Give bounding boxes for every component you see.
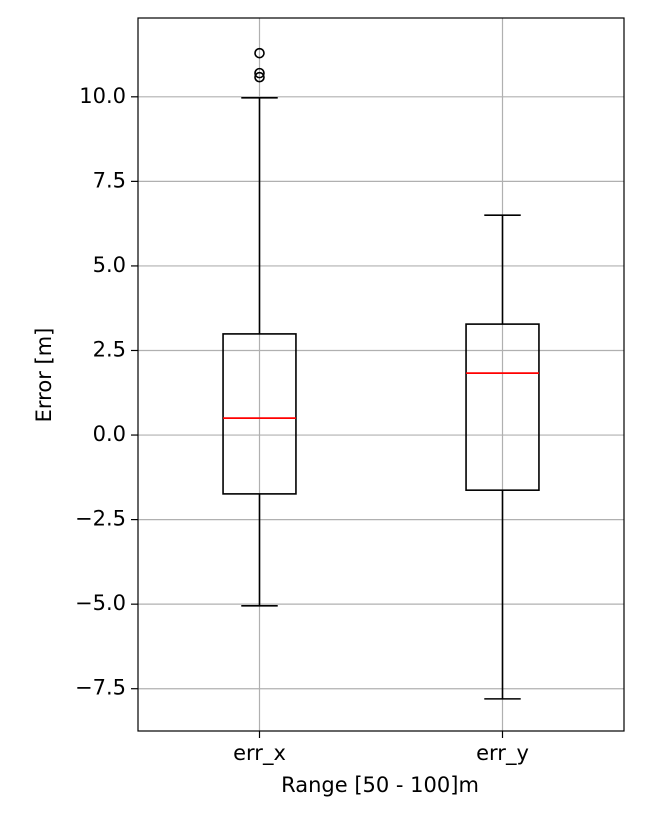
y-tick-label: 5.0: [93, 253, 126, 277]
x-tick-label: err_x: [233, 741, 286, 766]
x-tick-label: err_y: [476, 741, 529, 766]
y-tick-label: −7.5: [75, 676, 126, 700]
y-tick-label: −2.5: [75, 507, 126, 531]
y-axis-label: Error [m]: [32, 328, 56, 423]
box: [222, 333, 297, 495]
y-tick-label: −5.0: [75, 591, 126, 615]
outlier: [254, 71, 265, 83]
y-tick-label: 7.5: [93, 168, 126, 192]
box: [465, 323, 540, 491]
plot-frame: [137, 17, 625, 732]
outlier: [254, 47, 265, 59]
y-tick-label: 10.0: [79, 84, 126, 108]
y-tick-label: 0.0: [93, 422, 126, 446]
outlier: [254, 67, 265, 79]
x-axis-label: Range [50 - 100]m: [281, 773, 479, 797]
y-tick-label: 2.5: [93, 337, 126, 361]
